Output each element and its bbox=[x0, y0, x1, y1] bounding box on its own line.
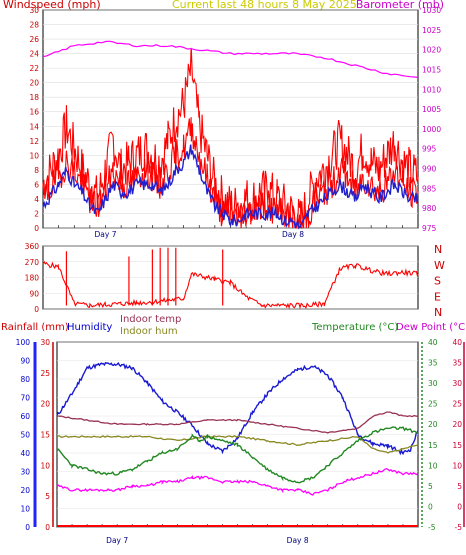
dew-point-tick-label: 0 bbox=[457, 502, 462, 511]
direction-series-line bbox=[42, 260, 419, 310]
indoor-temp-series-line bbox=[56, 411, 419, 434]
wind-left-tick-label: 26 bbox=[29, 35, 39, 44]
barometer-right-tick-label: 985 bbox=[422, 184, 437, 193]
wind-left-tick-label: 12 bbox=[29, 137, 39, 146]
direction-compass-label: N bbox=[434, 306, 442, 319]
humidity-tick-label: 50 bbox=[20, 431, 30, 440]
direction-compass-label: E bbox=[434, 290, 441, 303]
direction-left-tick-label: 180 bbox=[25, 274, 40, 283]
temperature-tick-label: 20 bbox=[428, 420, 438, 429]
dew-point-tick-label: 25 bbox=[452, 400, 462, 409]
temperature-tick-label: 10 bbox=[428, 461, 438, 470]
humidity-tick-label: 0 bbox=[25, 523, 30, 532]
temperature-series-line bbox=[56, 426, 419, 484]
humidity-series-line bbox=[56, 361, 419, 456]
humidity-tick-label: 80 bbox=[20, 375, 30, 384]
wind-left-tick-label: 6 bbox=[34, 180, 39, 189]
direction-compass-label: N bbox=[434, 243, 442, 256]
wind-left-tick-label: 30 bbox=[29, 6, 39, 15]
humidity-tick-label: 20 bbox=[20, 486, 30, 495]
direction-left-tick-label: 0 bbox=[34, 305, 39, 314]
dew-point-tick-label: 5 bbox=[457, 482, 462, 491]
barometer-right-tick-label: 990 bbox=[422, 165, 437, 174]
rainfall-tick-label: 0 bbox=[45, 523, 50, 532]
temperature-tick-label: 0 bbox=[428, 502, 433, 511]
direction-left-tick-label: 360 bbox=[25, 242, 40, 251]
humidity-tick-label: 100 bbox=[16, 338, 31, 347]
wind-x-label: Day 8 bbox=[282, 230, 304, 239]
rainfall-tick-label: 10 bbox=[40, 461, 50, 470]
climate-x-label: Day 7 bbox=[106, 536, 128, 545]
humidity-tick-label: 40 bbox=[20, 449, 30, 458]
dew-point-tick-label: 30 bbox=[452, 379, 462, 388]
temperature-tick-label: 25 bbox=[428, 400, 438, 409]
barometer-right-tick-label: 1015 bbox=[422, 65, 441, 74]
wind-left-tick-label: 2 bbox=[34, 209, 39, 218]
temperature-tick-label: 5 bbox=[428, 482, 433, 491]
humidity-tick-label: 70 bbox=[20, 394, 30, 403]
dew-point-tick-label: 15 bbox=[452, 441, 462, 450]
dew-point-axis-title: Dew Point (°C) bbox=[396, 322, 466, 333]
direction-left-tick-label: 270 bbox=[25, 258, 40, 267]
barometer-right-tick-label: 1030 bbox=[422, 6, 441, 15]
direction-compass-label: S bbox=[434, 275, 441, 288]
wind-left-tick-label: 28 bbox=[29, 21, 39, 30]
humidity-tick-label: 10 bbox=[20, 505, 30, 514]
wind-left-tick-label: 22 bbox=[29, 64, 39, 73]
wind-average-series-line bbox=[42, 144, 419, 230]
barometer-series-line bbox=[42, 40, 419, 78]
temperature-tick-label: -5 bbox=[428, 523, 436, 532]
dew-point-tick-label: 35 bbox=[452, 359, 462, 368]
wind-left-tick-label: 18 bbox=[29, 93, 39, 102]
indoor-hum-series-line bbox=[57, 434, 419, 454]
barometer-right-tick-label: 980 bbox=[422, 204, 437, 213]
direction-left-tick-label: 90 bbox=[29, 289, 39, 298]
header-left-title: Windspeed (mph) bbox=[3, 0, 101, 11]
header-center-title: Current last 48 hours 8 May 2025 bbox=[172, 0, 357, 11]
rainfall-tick-label: 20 bbox=[40, 400, 50, 409]
rainfall-tick-label: 15 bbox=[40, 431, 50, 440]
barometer-right-tick-label: 995 bbox=[422, 145, 437, 154]
barometer-right-tick-label: 1020 bbox=[422, 46, 441, 55]
barometer-right-tick-label: 1010 bbox=[422, 85, 441, 94]
dew-point-tick-label: 20 bbox=[452, 420, 462, 429]
barometer-right-tick-label: 1000 bbox=[422, 125, 441, 134]
temperature-axis-title: Temperature (°C) bbox=[311, 322, 398, 333]
wind-left-tick-label: 24 bbox=[29, 50, 39, 59]
humidity-tick-label: 60 bbox=[20, 412, 30, 421]
barometer-right-tick-label: 975 bbox=[422, 224, 437, 233]
wind-left-tick-label: 20 bbox=[29, 79, 39, 88]
barometer-right-tick-label: 1005 bbox=[422, 105, 441, 114]
humidity-axis-title: Humidity bbox=[67, 322, 112, 333]
dew-point-tick-label: -5 bbox=[455, 523, 463, 532]
dew-point-series-line bbox=[56, 467, 419, 496]
rainfall-tick-label: 30 bbox=[40, 338, 50, 347]
temperature-tick-label: 40 bbox=[428, 338, 438, 347]
humidity-tick-label: 90 bbox=[20, 357, 30, 366]
climate-x-label: Day 8 bbox=[287, 536, 309, 545]
header-right-title: Barometer (mb) bbox=[355, 0, 444, 11]
wind-left-tick-label: 8 bbox=[34, 166, 39, 175]
wind-left-tick-label: 0 bbox=[34, 224, 39, 233]
dew-point-tick-label: 10 bbox=[452, 461, 462, 470]
rainfall-tick-label: 25 bbox=[40, 369, 50, 378]
direction-compass-label: W bbox=[434, 259, 445, 272]
wind-left-tick-label: 10 bbox=[29, 151, 39, 160]
rainfall-axis-title: Rainfall (mm) bbox=[1, 322, 69, 333]
barometer-right-tick-label: 1025 bbox=[422, 26, 441, 35]
rainfall-tick-label: 5 bbox=[45, 492, 50, 501]
dew-point-tick-label: 40 bbox=[452, 338, 462, 347]
wind-left-tick-label: 14 bbox=[29, 122, 39, 131]
wind-left-tick-label: 4 bbox=[34, 195, 39, 204]
temperature-tick-label: 15 bbox=[428, 441, 438, 450]
wind-left-tick-label: 16 bbox=[29, 108, 39, 117]
indoor-temp-label: Indoor temp bbox=[120, 314, 181, 325]
indoor-hum-label: Indoor hum bbox=[120, 326, 178, 337]
temperature-tick-label: 35 bbox=[428, 359, 438, 368]
temperature-tick-label: 30 bbox=[428, 379, 438, 388]
humidity-tick-label: 30 bbox=[20, 468, 30, 477]
wind-x-label: Day 7 bbox=[95, 230, 117, 239]
